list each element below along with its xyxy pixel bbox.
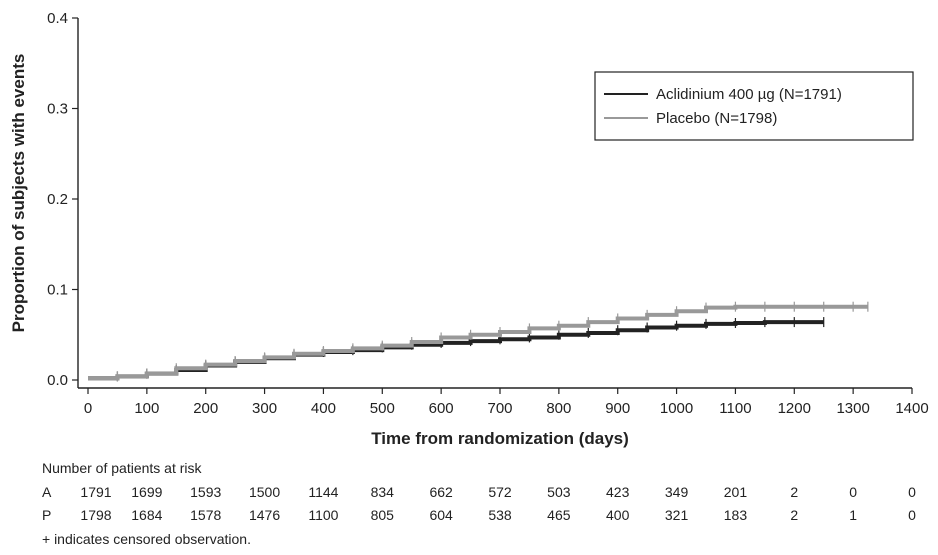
risk-value: 349 bbox=[664, 484, 689, 500]
risk-value: 538 bbox=[488, 507, 512, 523]
x-tick-label: 0 bbox=[84, 400, 92, 417]
risk-value: 0 bbox=[908, 507, 916, 523]
x-tick-label: 700 bbox=[487, 400, 512, 417]
risk-table-title: Number of patients at risk bbox=[42, 460, 202, 476]
x-tick-label: 200 bbox=[193, 400, 218, 417]
x-tick-label: 800 bbox=[546, 400, 571, 417]
risk-value: 1684 bbox=[131, 507, 163, 523]
km-chart: 0.0 0.1 0.2 0.3 0.4 0 100 200 300 400 500 600 700 80… bbox=[9, 10, 929, 448]
risk-value: 201 bbox=[723, 484, 748, 500]
y-tick-label: 0.2 bbox=[47, 191, 68, 208]
risk-value: 1 bbox=[849, 507, 858, 523]
risk-value: 1476 bbox=[248, 507, 281, 523]
risk-row-placebo: P 1798 1684 1578 1476 1100 805 604 538 465 400 321… bbox=[42, 507, 932, 527]
risk-value: 465 bbox=[547, 507, 571, 523]
x-tick-label: 1400 bbox=[895, 400, 928, 417]
risk-value: 1500 bbox=[248, 484, 281, 500]
x-axis-label: Time from randomization (days) bbox=[371, 429, 629, 448]
y-tick-label: 0.0 bbox=[47, 372, 68, 389]
risk-value: 400 bbox=[606, 507, 630, 523]
censored-note: + indicates censored observation. bbox=[42, 531, 251, 547]
risk-row-code: A bbox=[42, 484, 52, 500]
y-tick-label: 0.1 bbox=[47, 282, 68, 299]
risk-value: 0 bbox=[908, 484, 916, 500]
risk-value: 1593 bbox=[190, 484, 222, 500]
series-line-1 bbox=[88, 304, 868, 381]
risk-value: 1798 bbox=[80, 507, 112, 523]
x-tick-label: 1100 bbox=[719, 400, 751, 417]
risk-value: 503 bbox=[547, 484, 571, 500]
legend-label-aclidinium: Aclidinium 400 µg (N=1791) bbox=[656, 86, 842, 103]
axes bbox=[77, 18, 912, 389]
x-tick-label: 500 bbox=[370, 400, 395, 417]
risk-row-code: P bbox=[42, 507, 52, 523]
risk-value: 2 bbox=[790, 484, 799, 500]
risk-value: 805 bbox=[370, 507, 394, 523]
legend-box bbox=[594, 71, 914, 141]
x-tick-label: 100 bbox=[134, 400, 159, 417]
y-tick-label: 0.3 bbox=[47, 101, 68, 118]
risk-row-aclidinium: A 1791 1699 1593 1500 1144 834 662 572 503 423 349… bbox=[42, 484, 932, 504]
risk-value: 1699 bbox=[131, 484, 163, 500]
risk-value: 2 bbox=[790, 507, 799, 523]
x-tick-label: 400 bbox=[311, 400, 336, 417]
risk-value: 423 bbox=[606, 484, 630, 500]
x-tick-label: 1000 bbox=[660, 400, 693, 417]
risk-value: 1791 bbox=[80, 484, 112, 500]
x-tick-label: 1300 bbox=[836, 400, 869, 417]
y-tick-label: 0.4 bbox=[47, 10, 68, 27]
x-ticks: 0 100 200 300 400 500 600 700 800 900 1000 1100 1200… bbox=[84, 388, 929, 417]
x-tick-label: 300 bbox=[252, 400, 277, 417]
risk-value: 572 bbox=[488, 484, 512, 500]
risk-value: 1578 bbox=[190, 507, 222, 523]
risk-table: Number of patients at risk A 1791 1699 159… bbox=[42, 460, 932, 550]
risk-value: 1100 bbox=[308, 507, 339, 523]
y-axis-label: Proportion of subjects with events bbox=[9, 54, 28, 333]
x-tick-label: 900 bbox=[605, 400, 630, 417]
legend-label-placebo: Placebo (N=1798) bbox=[656, 110, 777, 127]
risk-value: 321 bbox=[664, 507, 689, 523]
legend: Aclidinium 400 µg (N=1791) Placebo (N=17… bbox=[594, 71, 914, 141]
risk-value: 1144 bbox=[308, 484, 339, 500]
risk-value: 0 bbox=[849, 484, 858, 500]
x-tick-label: 600 bbox=[429, 400, 454, 417]
y-ticks: 0.0 0.1 0.2 0.3 0.4 bbox=[47, 10, 78, 389]
series-layer bbox=[88, 301, 869, 382]
risk-value: 604 bbox=[429, 507, 453, 523]
risk-value: 834 bbox=[370, 484, 394, 500]
risk-value: 183 bbox=[723, 507, 748, 523]
risk-value: 662 bbox=[429, 484, 453, 500]
x-tick-label: 1200 bbox=[778, 400, 811, 417]
